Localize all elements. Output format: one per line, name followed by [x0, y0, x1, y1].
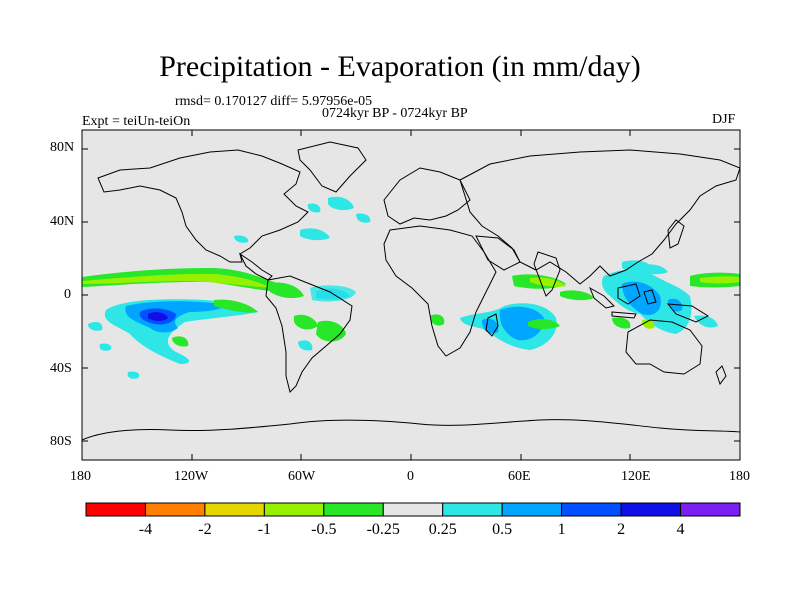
field-pacific-itcz-light	[82, 273, 272, 288]
coast-india	[533, 251, 561, 297]
field-n-indian-light	[530, 277, 566, 287]
field-se-pacific-patch-3	[99, 343, 112, 351]
coast-java	[611, 311, 637, 319]
colorbar-swatch-10	[680, 502, 741, 517]
coast-sulawesi	[643, 289, 657, 305]
colorbar-swatch-8	[561, 502, 622, 517]
colorbar-label-2: -1	[258, 521, 271, 538]
field-se-pacific-patch-4	[127, 371, 140, 379]
lon-label-180e: 180	[729, 469, 750, 484]
colorbar-label-7: 1	[558, 521, 566, 538]
field-africa-green	[430, 314, 445, 326]
field-indian-blue	[499, 306, 544, 341]
colorbar-label-4: -0.25	[367, 521, 400, 538]
lon-label-120w: 120W	[174, 469, 209, 484]
colorbar-label-8: 2	[617, 521, 625, 538]
coast-antarctica	[81, 419, 741, 441]
lat-label-80n: 80N	[50, 140, 75, 155]
colorbar-swatch-6	[442, 502, 503, 517]
field-n-atlantic-1	[300, 228, 330, 241]
coast-central-america	[238, 252, 273, 281]
colorbar-swatch-7	[501, 502, 563, 517]
coast-new-zealand	[715, 365, 727, 386]
colorbar-swatch-1	[144, 502, 206, 517]
field-s-america-south-2	[316, 320, 346, 342]
field-shading	[82, 196, 740, 379]
field-aus-green-2	[642, 319, 655, 329]
colorbar-label-0: -4	[139, 521, 152, 538]
coast-south-america	[265, 275, 353, 393]
field-spcz-core	[148, 312, 168, 321]
lon-label-120e: 120E	[621, 469, 651, 484]
field-aus-green	[612, 317, 631, 329]
coast-borneo	[617, 283, 641, 305]
coast-greenland	[297, 141, 367, 193]
field-png-cyan	[694, 315, 718, 328]
colorbar: -4 -2 -1 -0.5 -0.25 0.25 0.5 1 2 4	[85, 502, 741, 538]
lat-label-40s: 40S	[50, 361, 72, 376]
coast-europe	[383, 167, 471, 225]
stats-text: rmsd= 0.170127 diff= 5.97956e-05	[175, 94, 373, 109]
field-south-pacific-green	[214, 299, 258, 313]
field-se-pacific-patch-2	[88, 322, 103, 331]
chart-title: Precipitation - Evaporation (in mm/day)	[159, 50, 641, 83]
field-gulf-patch	[234, 235, 249, 243]
colorbar-label-5: 0.25	[429, 521, 457, 538]
coast-japan	[667, 219, 685, 249]
field-s-america-green	[266, 282, 304, 299]
field-s-america-south-1	[294, 314, 318, 330]
coast-sumatra	[589, 286, 615, 309]
coast-africa	[383, 225, 497, 357]
lon-label-60w: 60W	[288, 469, 316, 484]
lon-label-180w: 180	[70, 469, 91, 484]
coast-madagascar	[485, 313, 499, 337]
coastlines	[81, 141, 741, 441]
field-n-atlantic-2	[328, 196, 354, 211]
colorbar-label-9: 4	[677, 521, 685, 538]
field-w-pacific-light	[700, 276, 740, 284]
colorbar-swatch-9	[620, 502, 682, 517]
colorbar-label-1: -2	[198, 521, 211, 538]
field-indian-green	[528, 319, 560, 329]
colorbar-label-6: 0.5	[492, 521, 512, 538]
coast-north-america	[97, 149, 309, 263]
field-n-indian-patch	[560, 290, 594, 301]
colorbar-swatch-2	[204, 502, 265, 517]
colorbar-swatch-0	[85, 502, 146, 517]
field-n-atlantic-3	[307, 203, 321, 213]
field-brazil-patch	[298, 340, 313, 351]
lon-label-60e: 60E	[508, 469, 531, 484]
lat-label-0: 0	[64, 287, 71, 302]
lon-label-0: 0	[407, 469, 414, 484]
coast-australia	[625, 319, 703, 375]
period-text: 0724kyr BP - 0724kyr BP	[322, 106, 468, 121]
field-se-pacific-patch-1	[172, 336, 189, 347]
coast-asia	[459, 149, 741, 285]
colorbar-label-3: -0.5	[311, 521, 336, 538]
colorbar-swatch-4	[323, 502, 384, 517]
axis-ticks	[81, 130, 741, 460]
lat-label-80s: 80S	[50, 434, 72, 449]
season-text: DJF	[712, 112, 736, 127]
experiment-text: Expt = teiUn-teiOn	[82, 114, 191, 129]
lat-label-40n: 40N	[50, 214, 75, 229]
coast-new-guinea	[666, 303, 710, 323]
colorbar-swatch-3	[263, 502, 325, 517]
field-n-atlantic-4	[356, 213, 371, 223]
field-east-cyan	[640, 264, 668, 275]
colorbar-swatch-5	[382, 502, 444, 517]
